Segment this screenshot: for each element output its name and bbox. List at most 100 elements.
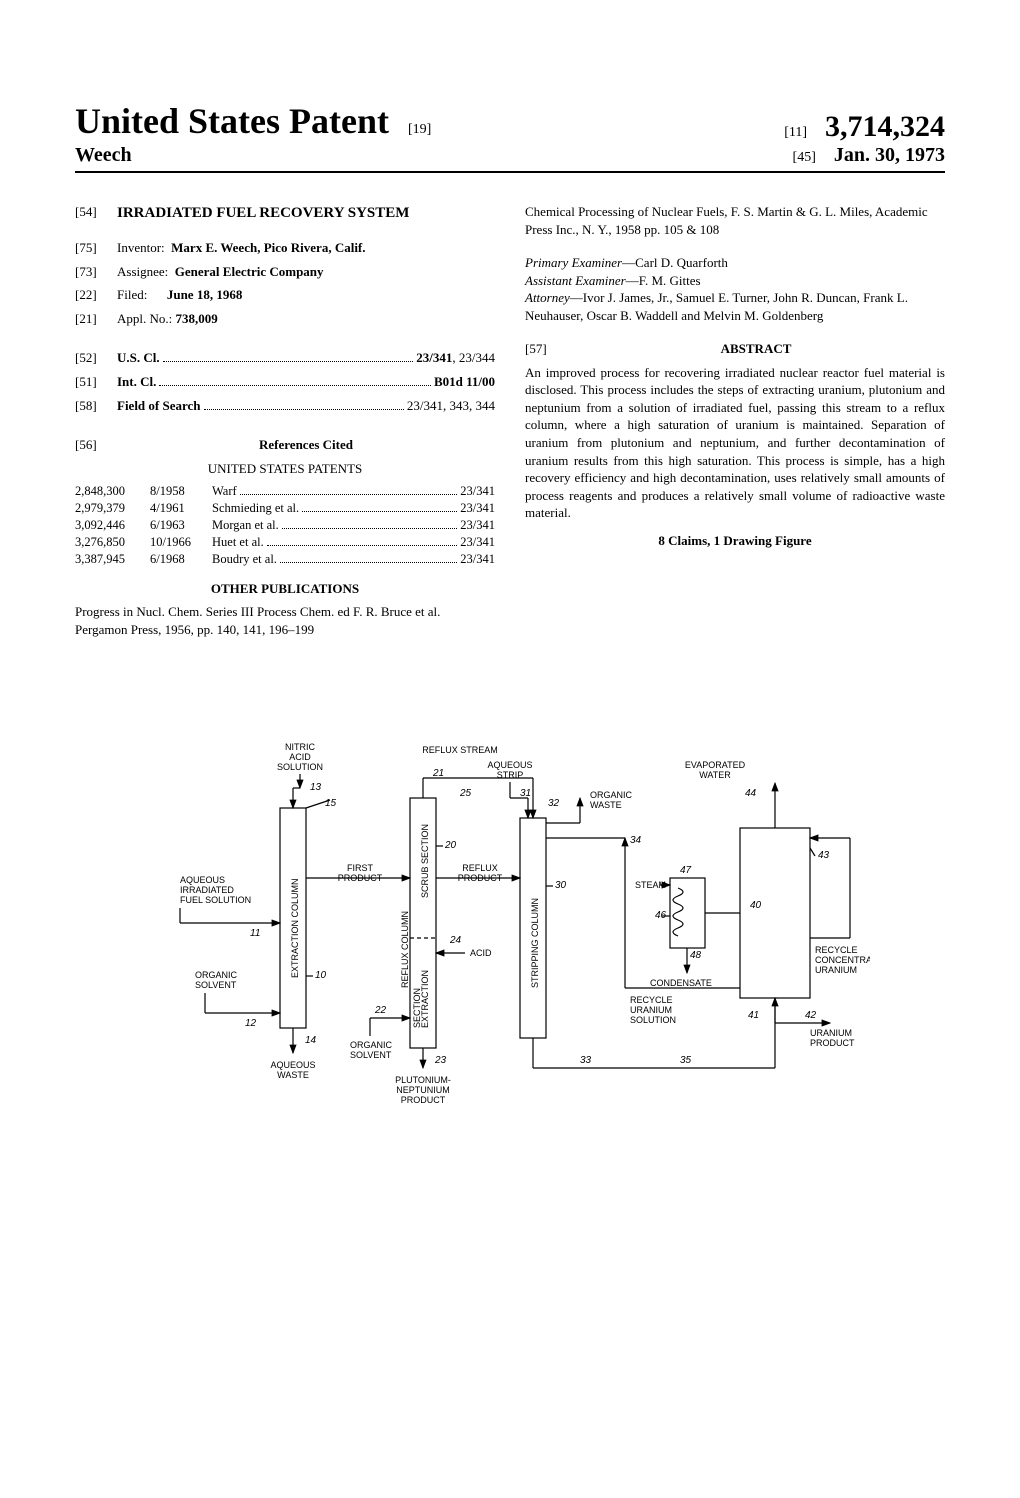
recycle-sol-label3: SOLUTION [630, 1015, 676, 1025]
dot-leader [282, 518, 457, 529]
content-columns: [54] IRRADIATED FUEL RECOVERY SYSTEM [75… [75, 203, 945, 638]
recycle-sol-label: RECYCLE [630, 995, 673, 1005]
n13: 13 [310, 782, 322, 793]
extraction-section-label2: SECTION [412, 988, 422, 1028]
att-label: Attorney [525, 290, 570, 305]
ref-cls: 23/341 [460, 551, 495, 568]
diagram-svg: EXTRACTION COLUMN REFLUX COLUMN SCRUB SE… [150, 728, 870, 1148]
uranium-product-label: URANIUM [810, 1028, 852, 1038]
references-table: 2,848,300 8/1958 Warf 23/341 2,979,379 4… [75, 483, 495, 567]
left-column: [54] IRRADIATED FUEL RECOVERY SYSTEM [75… [75, 203, 495, 638]
aqueous-waste-label2: WASTE [277, 1070, 309, 1080]
n15: 15 [325, 798, 337, 809]
field-num: [73] [75, 263, 117, 281]
aq-fuel-label: AQUEOUS [180, 875, 225, 885]
punp-label3: PRODUCT [401, 1095, 446, 1105]
pe-label: Primary Examiner [525, 255, 622, 270]
assignee: General Electric Company [175, 263, 324, 281]
n41: 41 [748, 1010, 759, 1021]
field-num: [51] [75, 373, 117, 391]
aq-fuel-label3: FUEL SOLUTION [180, 895, 251, 905]
nitric-label2: ACID [289, 752, 311, 762]
recycle-conc-label2: CONCENTRATED [815, 955, 870, 965]
ref-auth: Warf [212, 483, 237, 500]
n32: 32 [548, 798, 560, 809]
date-label: [45] [793, 150, 816, 166]
ref-num: 3,387,945 [75, 551, 150, 568]
punp-label2: NEPTUNIUM [396, 1085, 450, 1095]
nitric-label3: SOLUTION [277, 762, 323, 772]
aq-strip-label: AQUEOUS [487, 760, 532, 770]
n42: 42 [805, 1010, 817, 1021]
evaporator-outer [740, 828, 810, 998]
n20: 20 [444, 840, 457, 851]
patent-header: United States Patent [19] Weech [11] 3,7… [75, 100, 945, 173]
ref-cls: 23/341 [460, 483, 495, 500]
ref-date: 6/1968 [150, 551, 212, 568]
evap-water-label2: WATER [699, 770, 731, 780]
n44: 44 [745, 788, 757, 799]
filed-label: Filed: [117, 286, 147, 304]
ref-row: 2,979,379 4/1961 Schmieding et al. 23/34… [75, 500, 495, 517]
invention-title: IRRADIATED FUEL RECOVERY SYSTEM [117, 203, 409, 223]
abstract-text: An improved process for recovering irrad… [525, 364, 945, 522]
n31: 31 [520, 788, 531, 799]
recycle-sol-label2: URANIUM [630, 1005, 672, 1015]
first-product-label2: PRODUCT [338, 873, 383, 883]
header-right: [11] 3,714,324 [45] Jan. 30, 1973 [784, 110, 945, 167]
ref-date: 10/1966 [150, 534, 212, 551]
n25: 25 [459, 788, 472, 799]
ref-date: 4/1961 [150, 500, 212, 517]
organic-waste-label2: WASTE [590, 800, 622, 810]
org-solv-label: ORGANIC [195, 970, 238, 980]
reflux-stream-label: REFLUX STREAM [422, 745, 498, 755]
n22: 22 [374, 1005, 387, 1016]
ref-cls: 23/341 [460, 517, 495, 534]
ref-date: 6/1963 [150, 517, 212, 534]
recycle-conc-label3: URANIUM [815, 965, 857, 975]
n11: 11 [250, 928, 260, 939]
ref-num: 2,979,379 [75, 500, 150, 517]
ref-num: 2,848,300 [75, 483, 150, 500]
right-column: Chemical Processing of Nuclear Fuels, F.… [525, 203, 945, 638]
n35: 35 [680, 1055, 692, 1066]
punp-label: PLUTONIUM- [395, 1075, 451, 1085]
patent-number: 3,714,324 [825, 110, 945, 144]
dot-leader [267, 535, 458, 546]
chemproc-ref: Chemical Processing of Nuclear Fuels, F.… [525, 203, 945, 238]
assignee-label: Assignee: [117, 263, 168, 281]
n34: 34 [630, 835, 642, 846]
organic-waste-label: ORGANIC [590, 790, 633, 800]
org-solv2-label: ORGANIC [350, 1040, 393, 1050]
uscl-value: 23/341, 23/344 [416, 349, 495, 367]
n43-lead [810, 848, 815, 856]
n21: 21 [432, 768, 444, 779]
att-value: —Ivor J. James, Jr., Samuel E. Turner, J… [525, 290, 908, 323]
refs-heading: References Cited [117, 436, 495, 454]
stripping-col-label: STRIPPING COLUMN [530, 898, 540, 988]
us-patents-heading: UNITED STATES PATENTS [75, 460, 495, 478]
n23: 23 [434, 1055, 447, 1066]
n24: 24 [449, 935, 462, 946]
n48: 48 [690, 950, 702, 961]
uranium-product-label2: PRODUCT [810, 1038, 855, 1048]
dot-leader [204, 398, 404, 410]
intcl-label: Int. Cl. [117, 373, 156, 391]
inventor-label: Inventor: [117, 239, 165, 257]
process-diagram: EXTRACTION COLUMN REFLUX COLUMN SCRUB SE… [75, 728, 945, 1148]
n47: 47 [680, 865, 692, 876]
issue-date: Jan. 30, 1973 [834, 144, 945, 167]
n10: 10 [315, 970, 327, 981]
ref-auth: Schmieding et al. [212, 500, 299, 517]
abstract-heading: ABSTRACT [567, 340, 945, 358]
other-pub-text: Progress in Nucl. Chem. Series III Proce… [75, 603, 495, 638]
header-left: United States Patent [19] Weech [75, 100, 431, 167]
ref-cls: 23/341 [460, 534, 495, 551]
dot-leader [240, 484, 458, 495]
header-title: United States Patent [75, 101, 389, 141]
pe-value: —Carl D. Quarforth [622, 255, 728, 270]
appl-label: Appl. No.: [117, 310, 172, 328]
claims-line: 8 Claims, 1 Drawing Figure [525, 532, 945, 550]
reflux-product-label: REFLUX [462, 863, 498, 873]
recycle-conc-label: RECYCLE [815, 945, 858, 955]
